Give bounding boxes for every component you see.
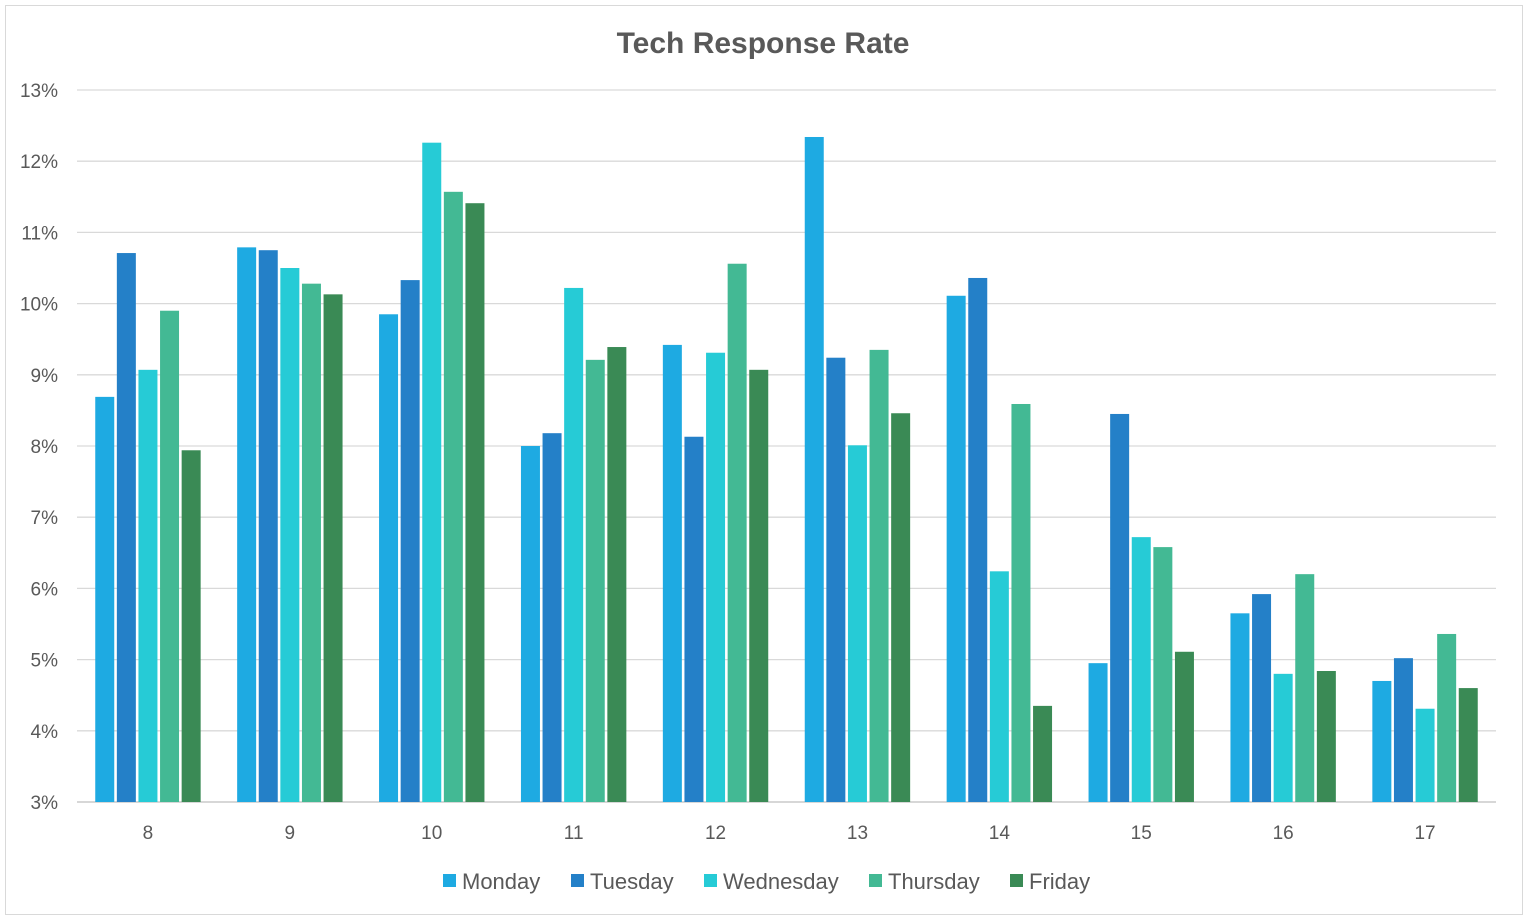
chart-title: Tech Response Rate bbox=[617, 27, 910, 60]
bar-thursday-17 bbox=[1437, 633, 1457, 802]
bar-wednesday-13 bbox=[847, 445, 867, 802]
y-tick-label: 10% bbox=[20, 295, 58, 316]
bar-monday-16 bbox=[1230, 613, 1250, 802]
bar-thursday-15 bbox=[1153, 547, 1173, 802]
legend-label-thursday: Thursday bbox=[888, 869, 980, 894]
y-tick-label: 13% bbox=[20, 81, 58, 102]
bar-monday-17 bbox=[1372, 680, 1392, 802]
bar-friday-8 bbox=[181, 450, 201, 802]
bar-tuesday-8 bbox=[116, 253, 136, 803]
bar-monday-15 bbox=[1088, 663, 1108, 802]
y-tick-label: 6% bbox=[31, 579, 59, 600]
bar-thursday-12 bbox=[727, 263, 747, 802]
x-tick-label: 17 bbox=[1414, 823, 1435, 844]
legend-label-wednesday: Wednesday bbox=[723, 869, 839, 894]
legend-label-tuesday: Tuesday bbox=[590, 869, 674, 894]
bar-thursday-13 bbox=[869, 349, 889, 802]
bar-tuesday-14 bbox=[968, 277, 988, 802]
x-tick-label: 14 bbox=[989, 823, 1011, 844]
bar-thursday-8 bbox=[160, 310, 180, 802]
bar-wednesday-10 bbox=[422, 142, 442, 803]
bar-tuesday-11 bbox=[542, 433, 562, 802]
x-tick-label: 9 bbox=[285, 823, 296, 844]
bar-friday-14 bbox=[1033, 705, 1053, 802]
bar-thursday-16 bbox=[1295, 574, 1315, 802]
x-tick-label: 8 bbox=[143, 823, 154, 844]
bar-wednesday-16 bbox=[1273, 673, 1293, 802]
chart-frame bbox=[5, 5, 1523, 915]
bar-monday-14 bbox=[946, 295, 966, 802]
bar-monday-8 bbox=[95, 396, 115, 802]
y-tick-label: 8% bbox=[31, 437, 59, 458]
bar-wednesday-9 bbox=[280, 268, 300, 802]
x-tick-label: 15 bbox=[1131, 823, 1152, 844]
bar-friday-11 bbox=[607, 347, 627, 802]
bar-monday-13 bbox=[804, 136, 824, 802]
bar-tuesday-10 bbox=[400, 280, 420, 802]
bar-friday-12 bbox=[749, 369, 769, 802]
bar-tuesday-13 bbox=[826, 357, 846, 802]
y-tick-label: 7% bbox=[31, 508, 59, 529]
bar-friday-15 bbox=[1174, 651, 1194, 802]
legend-swatch-tuesday bbox=[571, 874, 584, 887]
bar-wednesday-14 bbox=[989, 571, 1009, 802]
bar-monday-9 bbox=[237, 247, 257, 803]
x-tick-label: 16 bbox=[1273, 823, 1294, 844]
bar-wednesday-17 bbox=[1415, 708, 1435, 802]
bar-wednesday-15 bbox=[1131, 537, 1151, 802]
legend-label-friday: Friday bbox=[1029, 869, 1090, 894]
y-tick-label: 9% bbox=[31, 366, 59, 387]
bar-thursday-11 bbox=[585, 359, 605, 802]
y-tick-label: 3% bbox=[31, 793, 59, 814]
x-tick-label: 11 bbox=[564, 823, 584, 844]
bar-wednesday-12 bbox=[706, 352, 726, 802]
bar-friday-13 bbox=[891, 413, 911, 802]
bar-monday-11 bbox=[520, 446, 540, 802]
bar-monday-12 bbox=[662, 344, 682, 802]
bar-tuesday-12 bbox=[684, 436, 704, 802]
bar-thursday-9 bbox=[301, 283, 321, 802]
bar-friday-17 bbox=[1458, 688, 1478, 802]
bar-tuesday-17 bbox=[1393, 658, 1413, 802]
y-tick-label: 12% bbox=[20, 152, 58, 173]
bar-wednesday-11 bbox=[564, 287, 584, 802]
legend-label-monday: Monday bbox=[462, 869, 540, 894]
bar-monday-10 bbox=[379, 314, 399, 802]
bar-tuesday-9 bbox=[258, 250, 278, 802]
bar-wednesday-8 bbox=[138, 369, 158, 802]
y-tick-label: 5% bbox=[31, 651, 59, 672]
x-tick-label: 13 bbox=[847, 823, 868, 844]
bar-friday-10 bbox=[465, 203, 485, 802]
y-tick-label: 11% bbox=[21, 223, 58, 244]
legend-swatch-thursday bbox=[869, 874, 882, 887]
legend-swatch-monday bbox=[443, 874, 456, 887]
x-tick-label: 10 bbox=[421, 823, 442, 844]
bar-tuesday-15 bbox=[1110, 413, 1130, 802]
legend-swatch-friday bbox=[1010, 874, 1023, 887]
bar-thursday-10 bbox=[443, 191, 463, 803]
y-tick-label: 4% bbox=[31, 722, 59, 743]
bar-thursday-14 bbox=[1011, 403, 1031, 802]
bar-tuesday-16 bbox=[1252, 594, 1272, 802]
bar-friday-9 bbox=[323, 294, 343, 802]
x-tick-label: 12 bbox=[705, 823, 726, 844]
legend-swatch-wednesday bbox=[704, 874, 717, 887]
bar-friday-16 bbox=[1316, 670, 1336, 802]
